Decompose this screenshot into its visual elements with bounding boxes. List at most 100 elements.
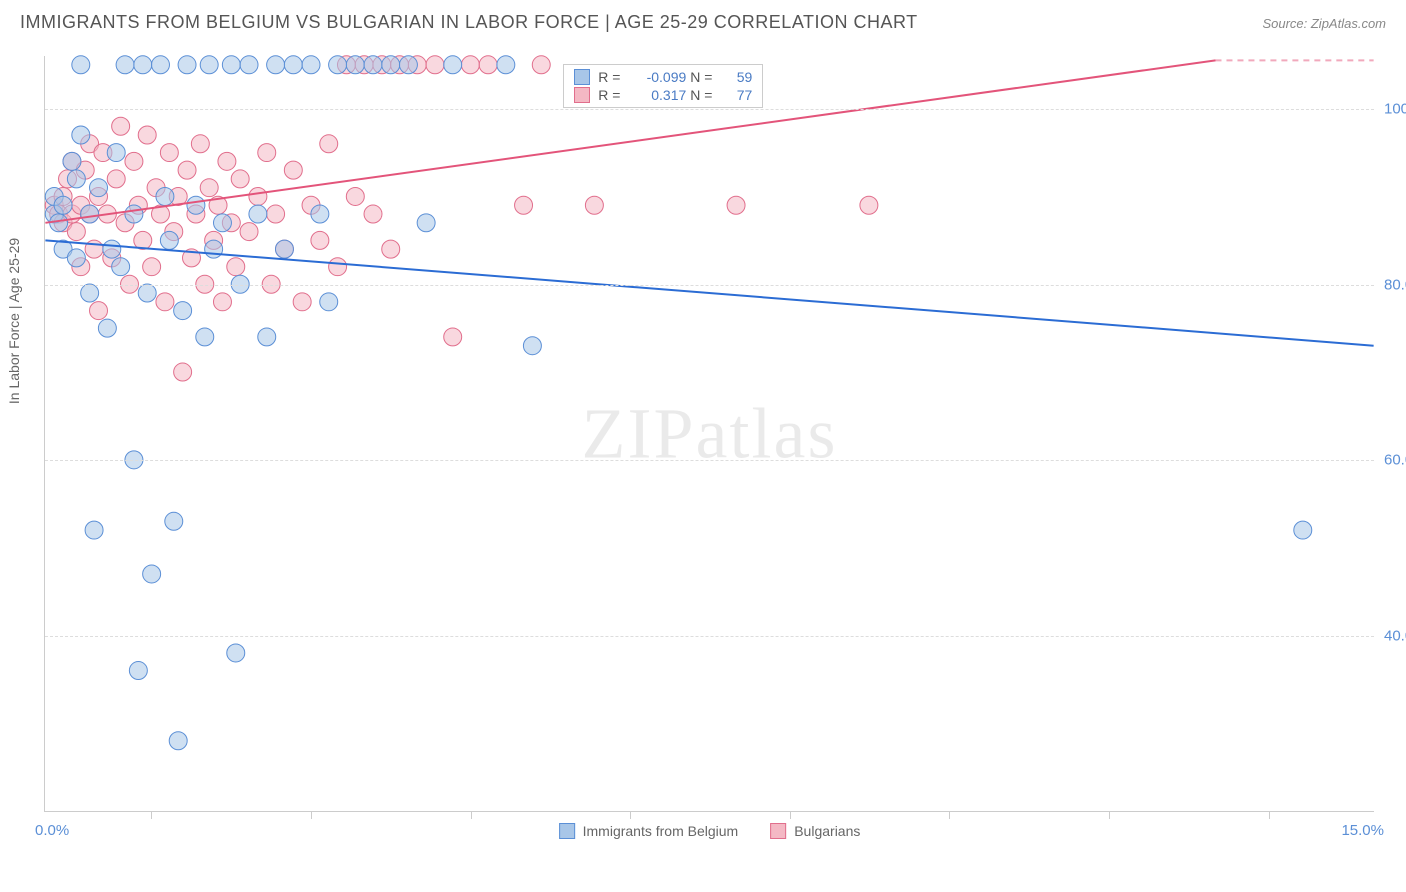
pink-marker bbox=[311, 231, 329, 249]
pink-marker bbox=[67, 223, 85, 241]
grid-line bbox=[45, 109, 1374, 110]
blue-marker bbox=[134, 56, 152, 74]
x-axis-max-label: 15.0% bbox=[1341, 822, 1384, 839]
blue-marker bbox=[67, 249, 85, 267]
blue-marker bbox=[258, 328, 276, 346]
corr-n-value: 77 bbox=[722, 87, 752, 103]
blue-marker bbox=[249, 205, 267, 223]
pink-marker bbox=[160, 144, 178, 162]
x-axis-min-label: 0.0% bbox=[35, 822, 69, 839]
pink-marker bbox=[426, 56, 444, 74]
pink-marker bbox=[515, 196, 533, 214]
pink-marker bbox=[461, 56, 479, 74]
blue-marker bbox=[152, 56, 170, 74]
blue-marker bbox=[497, 56, 515, 74]
pink-marker bbox=[143, 258, 161, 276]
blue-marker bbox=[275, 240, 293, 258]
blue-marker bbox=[156, 187, 174, 205]
y-tick-label: 60.0% bbox=[1384, 452, 1406, 469]
blue-marker bbox=[165, 512, 183, 530]
legend-item: Immigrants from Belgium bbox=[559, 823, 739, 839]
blue-marker bbox=[143, 565, 161, 583]
pink-marker bbox=[125, 152, 143, 170]
x-tick bbox=[1109, 811, 1110, 819]
blue-marker bbox=[112, 258, 130, 276]
blue-marker bbox=[346, 56, 364, 74]
blue-marker bbox=[399, 56, 417, 74]
pink-marker bbox=[364, 205, 382, 223]
y-tick-label: 80.0% bbox=[1384, 276, 1406, 293]
series-legend: Immigrants from Belgium Bulgarians bbox=[559, 823, 861, 839]
blue-trendline bbox=[45, 240, 1373, 345]
x-tick bbox=[311, 811, 312, 819]
blue-marker bbox=[72, 56, 90, 74]
pink-marker bbox=[156, 293, 174, 311]
blue-marker bbox=[1294, 521, 1312, 539]
blue-marker bbox=[205, 240, 223, 258]
blue-marker bbox=[129, 662, 147, 680]
pink-marker bbox=[240, 223, 258, 241]
grid-line bbox=[45, 460, 1374, 461]
legend-label: Bulgarians bbox=[794, 823, 860, 839]
pink-marker bbox=[258, 144, 276, 162]
chart-title: IMMIGRANTS FROM BELGIUM VS BULGARIAN IN … bbox=[20, 12, 918, 33]
pink-marker bbox=[346, 187, 364, 205]
blue-marker bbox=[196, 328, 214, 346]
legend-label: Immigrants from Belgium bbox=[583, 823, 739, 839]
blue-marker bbox=[302, 56, 320, 74]
blue-marker bbox=[81, 205, 99, 223]
corr-swatch bbox=[574, 69, 590, 85]
pink-marker bbox=[532, 56, 550, 74]
pink-marker bbox=[200, 179, 218, 197]
pink-marker bbox=[227, 258, 245, 276]
pink-marker bbox=[727, 196, 745, 214]
y-axis-title: In Labor Force | Age 25-29 bbox=[6, 238, 22, 404]
blue-marker bbox=[178, 56, 196, 74]
corr-r-label: R = bbox=[598, 87, 626, 103]
pink-marker bbox=[284, 161, 302, 179]
pink-marker bbox=[213, 293, 231, 311]
chart-plot-area: ZIPatlas R =-0.099N =59R =0.317N =77 0.0… bbox=[44, 56, 1374, 812]
pink-marker bbox=[112, 117, 130, 135]
x-tick bbox=[949, 811, 950, 819]
blue-marker bbox=[174, 302, 192, 320]
blue-marker bbox=[213, 214, 231, 232]
x-tick bbox=[151, 811, 152, 819]
grid-line bbox=[45, 636, 1374, 637]
pink-marker bbox=[860, 196, 878, 214]
blue-marker bbox=[444, 56, 462, 74]
blue-marker bbox=[382, 56, 400, 74]
corr-n-label: N = bbox=[690, 87, 718, 103]
grid-line bbox=[45, 285, 1374, 286]
blue-marker bbox=[72, 126, 90, 144]
x-tick bbox=[1269, 811, 1270, 819]
pink-marker bbox=[178, 161, 196, 179]
pink-marker bbox=[320, 135, 338, 153]
legend-swatch bbox=[770, 823, 786, 839]
blue-marker bbox=[125, 205, 143, 223]
corr-r-value: 0.317 bbox=[630, 87, 686, 103]
blue-marker bbox=[417, 214, 435, 232]
pink-marker bbox=[90, 302, 108, 320]
x-tick bbox=[630, 811, 631, 819]
y-tick-label: 40.0% bbox=[1384, 628, 1406, 645]
pink-marker bbox=[218, 152, 236, 170]
corr-n-value: 59 bbox=[722, 69, 752, 85]
pink-marker bbox=[585, 196, 603, 214]
blue-marker bbox=[160, 231, 178, 249]
pink-marker bbox=[138, 126, 156, 144]
blue-marker bbox=[227, 644, 245, 662]
blue-marker bbox=[169, 732, 187, 750]
blue-marker bbox=[116, 56, 134, 74]
blue-marker bbox=[63, 152, 81, 170]
blue-marker bbox=[329, 56, 347, 74]
blue-marker bbox=[284, 56, 302, 74]
blue-marker bbox=[138, 284, 156, 302]
blue-marker bbox=[240, 56, 258, 74]
corr-n-label: N = bbox=[690, 69, 718, 85]
blue-marker bbox=[67, 170, 85, 188]
correlation-legend: R =-0.099N =59R =0.317N =77 bbox=[563, 64, 763, 108]
pink-marker bbox=[293, 293, 311, 311]
legend-item: Bulgarians bbox=[770, 823, 860, 839]
blue-marker bbox=[103, 240, 121, 258]
